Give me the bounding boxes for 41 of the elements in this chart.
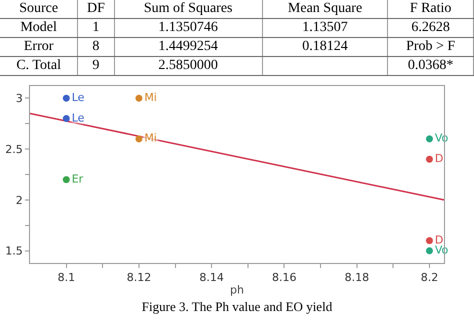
text: 0.18124	[302, 39, 348, 54]
x-tick-label: 8.2	[420, 271, 438, 284]
series-label: Er	[72, 172, 84, 186]
point	[426, 247, 433, 254]
series-label: Le	[72, 111, 85, 124]
point	[426, 135, 433, 142]
text: D	[434, 233, 444, 246]
text: Prob > F	[406, 39, 456, 54]
caption: Figure 3. The Ph value and EO yield	[140, 299, 334, 315]
text: 1.1350746	[158, 20, 218, 35]
text: Le	[72, 90, 84, 104]
series-label: Vo	[434, 132, 449, 145]
text: 2.5850000	[158, 58, 218, 73]
y-tick-label: 3	[16, 92, 23, 106]
text: 0.0368*	[408, 58, 454, 73]
category-label: Model	[20, 20, 57, 35]
y-tick-label: 1.5	[5, 244, 23, 258]
category-label: F Ratio	[388, 0, 474, 18]
x-tick-label: 8.14	[199, 271, 224, 284]
category-label: DF	[78, 0, 114, 18]
category-label: Source	[0, 0, 78, 18]
x-axis-title: ph	[230, 283, 244, 296]
y-tick-label: 2	[16, 194, 23, 207]
text: 1	[92, 20, 100, 35]
x-tick-label: 8.16	[272, 271, 296, 284]
x-tick-label: 8.1	[58, 271, 76, 284]
text: 1.13507	[302, 20, 348, 35]
category-label: Sum of Squares	[114, 0, 262, 18]
x-tick-label: 8.18	[344, 271, 370, 284]
text: 8	[92, 39, 100, 54]
text: 1.4499254	[158, 39, 218, 54]
x-tick-label: 8.12	[126, 271, 152, 284]
series-label: D	[434, 152, 444, 165]
series-label: Mi	[144, 90, 157, 104]
category-label: Mean Square	[262, 0, 388, 18]
category-label: Error	[24, 39, 54, 54]
category-label: C. Total	[16, 58, 61, 73]
text: 6.2628	[411, 20, 450, 35]
y-tick-label: 2.5	[5, 142, 23, 156]
text: 9	[92, 58, 100, 73]
text: Vo	[434, 244, 448, 257]
